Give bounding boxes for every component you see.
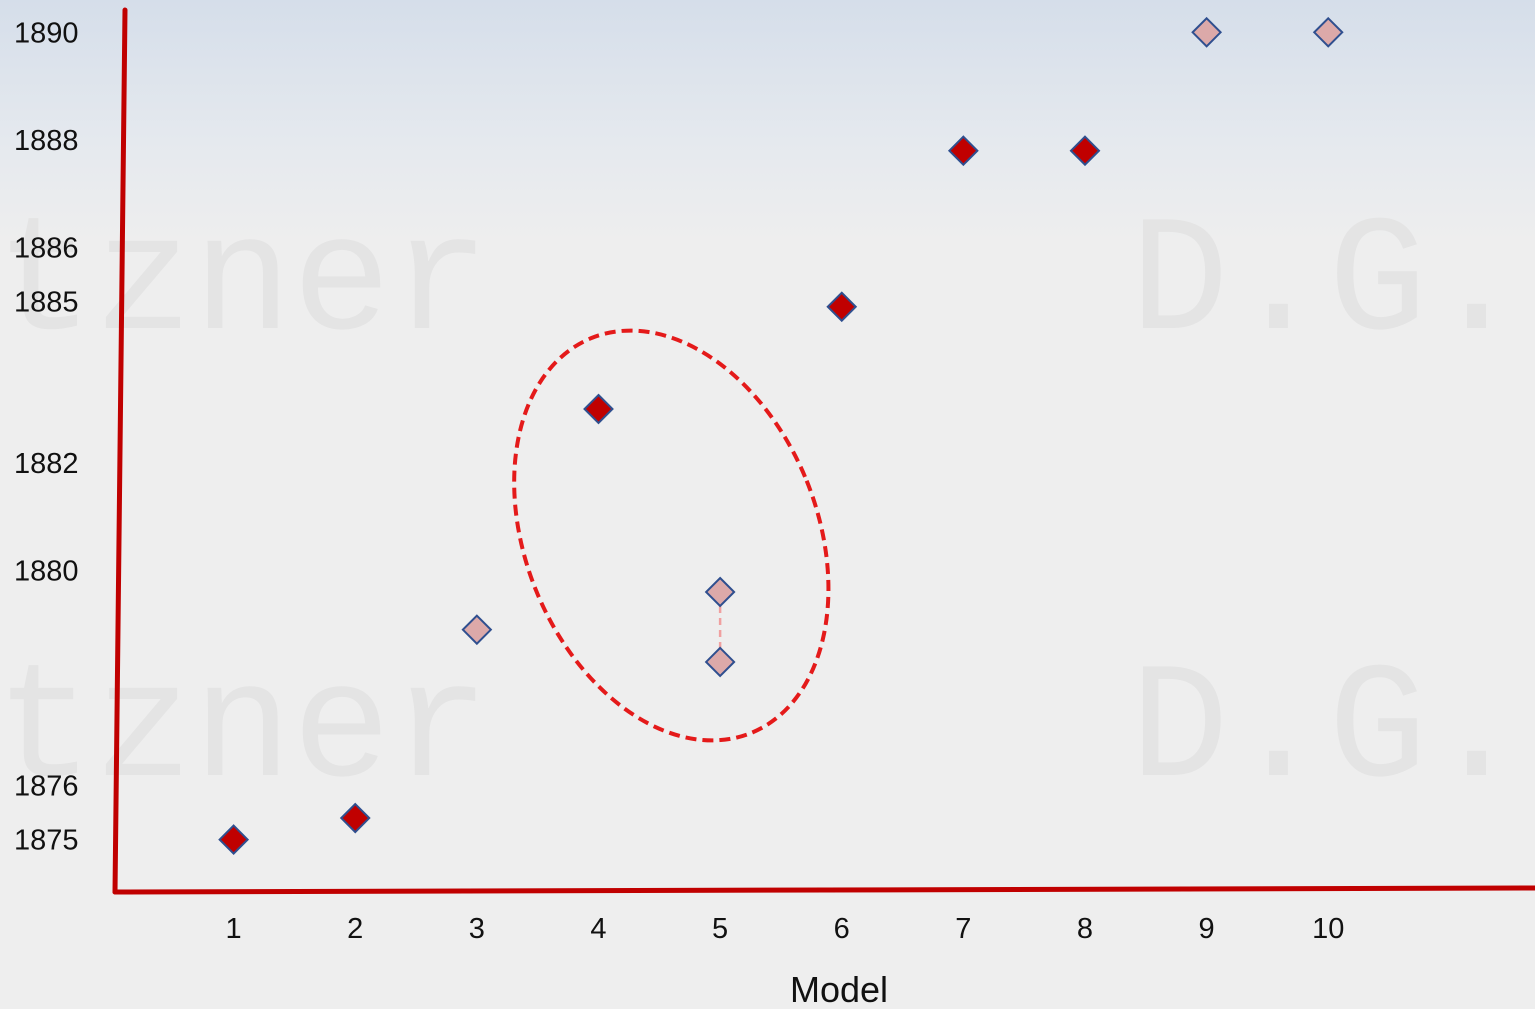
data-point-light (704, 646, 736, 678)
data-point-light (704, 576, 736, 608)
x-tick-label: 6 (834, 913, 850, 945)
x-tick-label: 8 (1077, 913, 1093, 945)
y-tick-label: 1880 (14, 555, 79, 587)
y-tick-label: 1888 (14, 125, 79, 157)
data-point-solid (218, 824, 250, 855)
data-point-light (461, 614, 493, 646)
y-tick-label: 1890 (14, 17, 79, 49)
data-point-solid (583, 393, 614, 425)
x-tick-label: 1 (226, 913, 242, 945)
y-tick-label: 1886 (14, 233, 79, 265)
watermark-text: tzner (0, 191, 490, 378)
data-point-light (1312, 16, 1344, 48)
data-point-solid (1069, 135, 1101, 167)
tick-labels: 1 2 3 4 5 6 7 8 9 10 1875 1876 1880 1882 1885 1886 1888 1… (14, 17, 1344, 945)
y-axis-line (112, 7, 128, 895)
data-point-solid (947, 135, 979, 167)
watermark-layer: tzner D.G. tzner D.G. (0, 191, 1526, 825)
x-tick-label: 5 (712, 913, 728, 945)
data-point-solid (826, 291, 858, 323)
x-axis-title: Model (790, 969, 888, 1009)
watermark-text: tzner (0, 638, 490, 825)
x-tick-label: 9 (1199, 913, 1215, 945)
x-tick-label: 7 (955, 913, 971, 945)
x-tick-label: 4 (590, 913, 606, 945)
data-point-light (1191, 16, 1223, 48)
highlight-ellipse (512, 328, 831, 743)
data-point-solid (339, 802, 371, 834)
axes (112, 7, 1535, 895)
watermark-text: D.G. (1130, 638, 1526, 825)
y-tick-label: 1875 (14, 825, 79, 857)
x-axis-line (112, 885, 1535, 895)
watermark-text: D.G. (1130, 191, 1526, 378)
y-tick-label: 1876 (14, 771, 79, 803)
annotation-layer (512, 328, 831, 743)
x-tick-label: 2 (347, 913, 363, 945)
x-tick-label: 3 (469, 913, 485, 945)
y-tick-label: 1882 (14, 448, 79, 480)
y-tick-label: 1885 (14, 286, 79, 318)
x-tick-label: 10 (1312, 913, 1344, 945)
data-points (218, 16, 1344, 855)
